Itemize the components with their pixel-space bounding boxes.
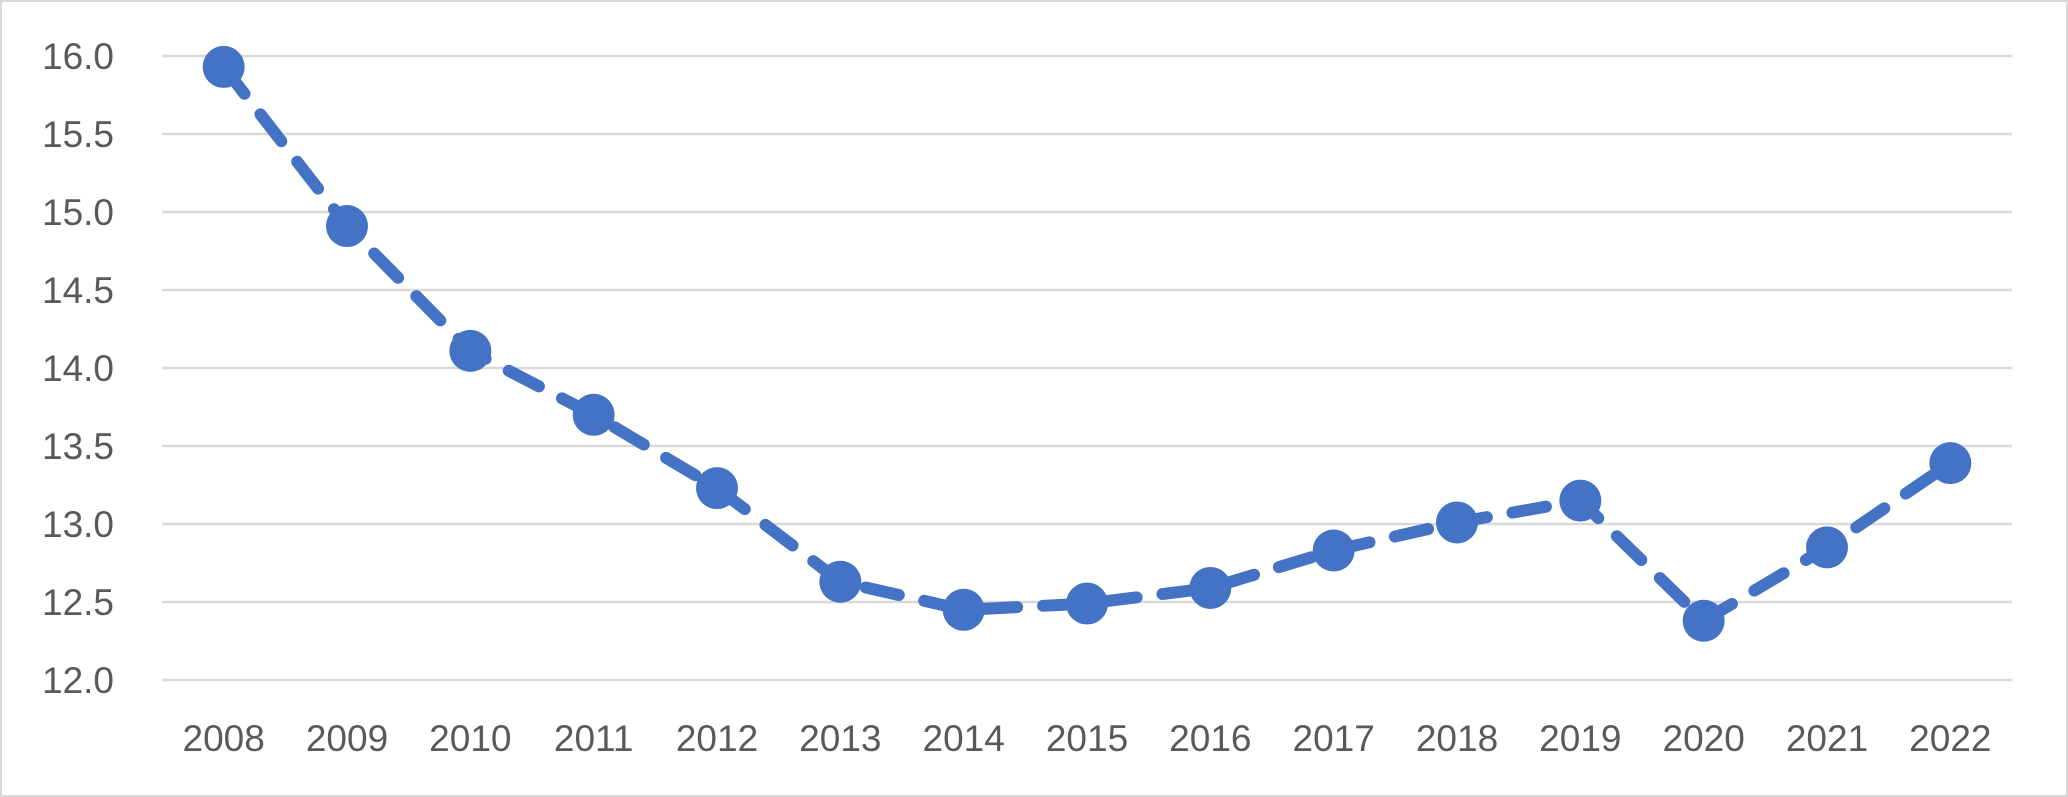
series-line: [217, 60, 1957, 627]
y-tick-label: 14.5: [42, 270, 114, 311]
x-tick-label: 2022: [1909, 718, 1991, 759]
y-tick-label: 12.0: [42, 660, 114, 701]
x-axis-tick-labels: 2008 2009 2010 2011 2012 2013 2014 2015 2016 2017…: [183, 718, 1992, 759]
y-tick-label: 16.0: [42, 36, 114, 77]
data-point-2017: [1312, 529, 1355, 572]
data-point-2015: [1066, 582, 1108, 625]
x-tick-label: 2014: [923, 718, 1005, 759]
y-tick-label: 15.5: [42, 114, 114, 155]
x-tick-label: 2011: [554, 718, 634, 759]
x-tick-label: 2016: [1169, 718, 1251, 759]
data-point-2013: [819, 560, 862, 603]
x-tick-label: 2020: [1663, 718, 1745, 759]
data-point-2008: [202, 45, 245, 88]
y-tick-label: 14.0: [42, 348, 114, 389]
x-tick-label: 2015: [1046, 718, 1128, 759]
y-axis-tick-labels: 12.0 12.5 13.0 13.5 14.0 14.5 15.0 15.5 16.0: [42, 36, 114, 701]
data-point-2009: [326, 205, 368, 248]
y-tick-label: 15.0: [42, 192, 114, 233]
data-point-2010: [449, 329, 492, 372]
data-point-2012: [696, 467, 738, 510]
y-tick-label: 13.5: [42, 426, 114, 467]
x-tick-label: 2018: [1416, 718, 1498, 759]
x-tick-label: 2021: [1786, 718, 1868, 759]
data-point-2018: [1436, 501, 1478, 544]
series-line-layer: [217, 60, 1957, 627]
x-tick-label: 2008: [183, 718, 265, 759]
data-point-2021: [1806, 526, 1848, 569]
x-tick-label: 2010: [429, 718, 511, 759]
data-point-2011: [572, 393, 615, 436]
x-tick-label: 2012: [676, 718, 758, 759]
x-tick-label: 2009: [306, 718, 388, 759]
data-point-2014: [942, 588, 985, 631]
series-markers: [202, 45, 1972, 642]
x-tick-label: 2013: [799, 718, 881, 759]
data-point-2022: [1929, 442, 1972, 485]
y-tick-label: 12.5: [42, 582, 114, 623]
data-point-2020: [1682, 599, 1725, 642]
y-tick-label: 13.0: [42, 504, 114, 545]
x-tick-label: 2017: [1293, 718, 1375, 759]
data-point-2019: [1559, 479, 1602, 522]
data-point-2016: [1189, 566, 1232, 609]
x-tick-label: 2019: [1539, 718, 1621, 759]
